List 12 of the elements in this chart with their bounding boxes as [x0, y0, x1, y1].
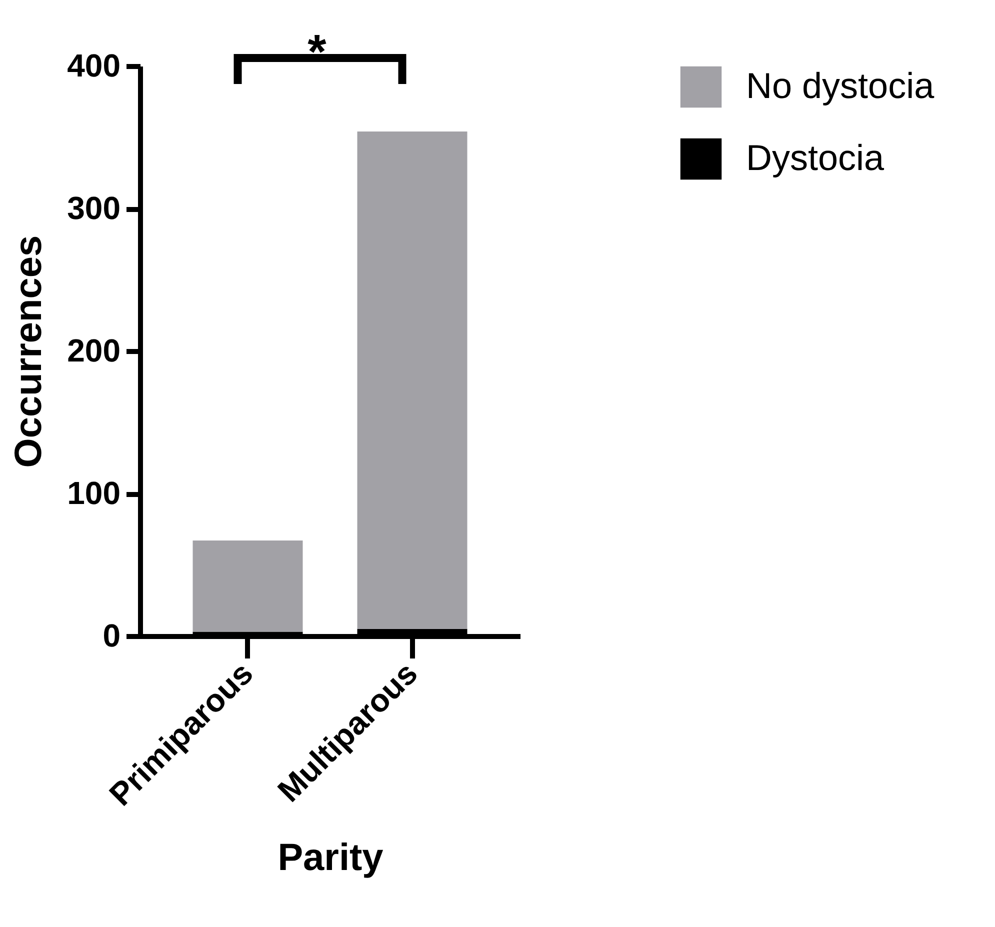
legend-label: Dystocia [746, 137, 886, 178]
y-axis-title: Occurrences [8, 235, 50, 468]
y-tick-label: 0 [102, 618, 120, 654]
annotation: * [308, 26, 327, 79]
y-tick-label: 200 [67, 332, 120, 368]
legend-label: No dystocia [746, 65, 936, 106]
bar [192, 540, 303, 632]
x-axis-title: Parity [278, 836, 384, 879]
y-tick-label: 100 [67, 475, 120, 511]
y-tick-label: 400 [67, 48, 120, 84]
bar [357, 132, 468, 629]
y-tick-label: 300 [67, 190, 120, 226]
